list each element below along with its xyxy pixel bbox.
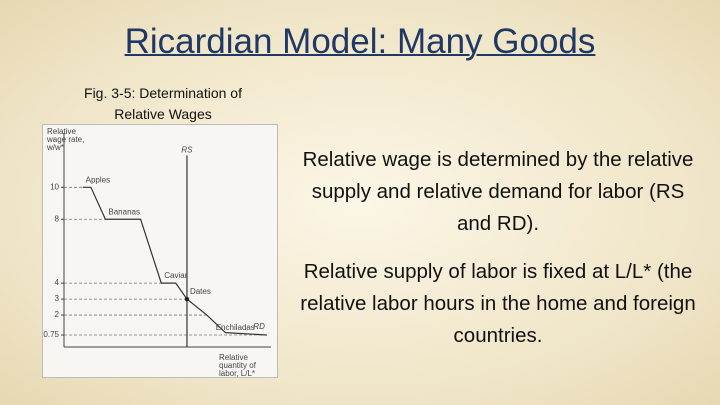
good-label: Enchiladas [216,323,255,332]
y-tick-label: 3 [55,294,60,303]
good-label: Bananas [108,207,140,216]
good-label: Apples [86,175,110,184]
series-label: RS [181,145,193,154]
x-axis-label: Relative quantity of labor, L/L* [219,353,256,378]
good-label: Caviar [164,271,187,280]
good-label: Dates [190,287,211,296]
figure-caption: Fig. 3-5: Determination of Relative Wage… [84,85,242,122]
y-tick-label: 8 [55,214,60,223]
line-series [82,186,267,336]
bullet: Relative wage is determined by the relat… [302,148,694,235]
y-axis-label: Relative wage rate, w/w* [47,127,85,152]
y-tick-label: 2 [55,310,60,319]
equilibrium-point [184,296,190,302]
bullet: Relative supply of labor is fixed at L/L… [300,260,696,347]
y-tick-label: 0.75 [43,330,59,339]
y-tick-label: 10 [50,182,59,191]
series-label: RD [253,322,265,331]
slide-title: Ricardian Model: Many Goods [124,22,596,61]
figure: 0.75 2 3 4 8 10 RD RS Apples Bananas Caviar Dates En… [42,124,278,378]
y-tick-label: 4 [55,278,60,287]
